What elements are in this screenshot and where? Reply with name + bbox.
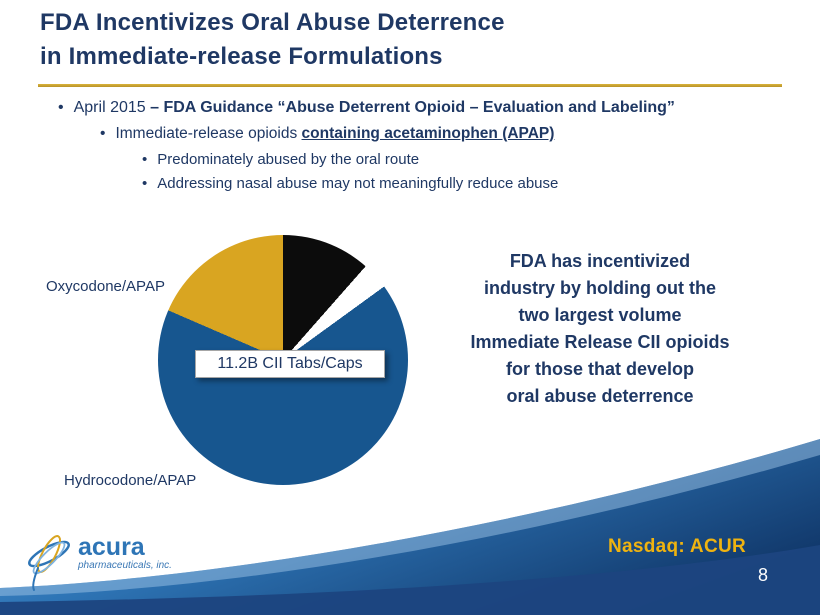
logo-swirl-icon	[28, 535, 70, 591]
bullet-dot: •	[100, 125, 106, 142]
bullet-dot: •	[142, 151, 148, 168]
bullet-text: Addressing nasal abuse may not meaningfu…	[157, 175, 559, 192]
logo-text-block: acura pharmaceuticals, inc.	[78, 533, 172, 572]
bullet-dot: •	[142, 175, 148, 192]
bullet-dot: •	[58, 99, 64, 116]
footer-wave-graphic	[0, 439, 820, 615]
logo-name: acura	[78, 533, 145, 561]
bullet-item-nasal-abuse: • Addressing nasal abuse may not meaning…	[142, 175, 558, 192]
bullet-item-ir-opioids: • Immediate-release opioids containing a…	[100, 125, 554, 143]
bullet-item-oral-route: • Predominately abused by the oral route	[142, 151, 419, 168]
pie-center-label: 11.2B CII Tabs/Caps	[195, 350, 385, 378]
pie-label-hydrocodone-apap: Hydrocodone/APAP	[64, 472, 197, 489]
bullet-text-normal: Immediate-release opioids	[115, 125, 302, 142]
bullet-text-underlined: containing acetaminophen (APAP)	[301, 125, 555, 142]
bullet-item-fda-guidance: • April 2015 – FDA Guidance “Abuse Deter…	[58, 99, 675, 117]
page-number: 8	[757, 565, 768, 585]
slide-title: FDA Incentivizes Oral Abuse Deterrence i…	[40, 9, 505, 70]
nasdaq-ticker: Nasdaq: ACUR	[608, 536, 747, 557]
pie-label-oxycodone-apap: Oxycodone/APAP	[46, 278, 165, 295]
company-logo: acura pharmaceuticals, inc.	[24, 528, 172, 592]
bullet-text: Predominately abused by the oral route	[157, 151, 420, 168]
callout-text: FDA has incentivized industry by holding…	[470, 251, 730, 406]
logo-subtitle: pharmaceuticals, inc.	[78, 560, 172, 571]
bullet-text-normal: April 2015	[73, 99, 151, 116]
title-underline	[38, 84, 782, 87]
bullet-text: April 2015 – FDA Guidance “Abuse Deterre…	[74, 99, 675, 117]
bullet-text: Immediate-release opioids containing ace…	[115, 125, 554, 143]
bullet-text-bold: – FDA Guidance “Abuse Deterrent Opioid –…	[150, 99, 675, 116]
